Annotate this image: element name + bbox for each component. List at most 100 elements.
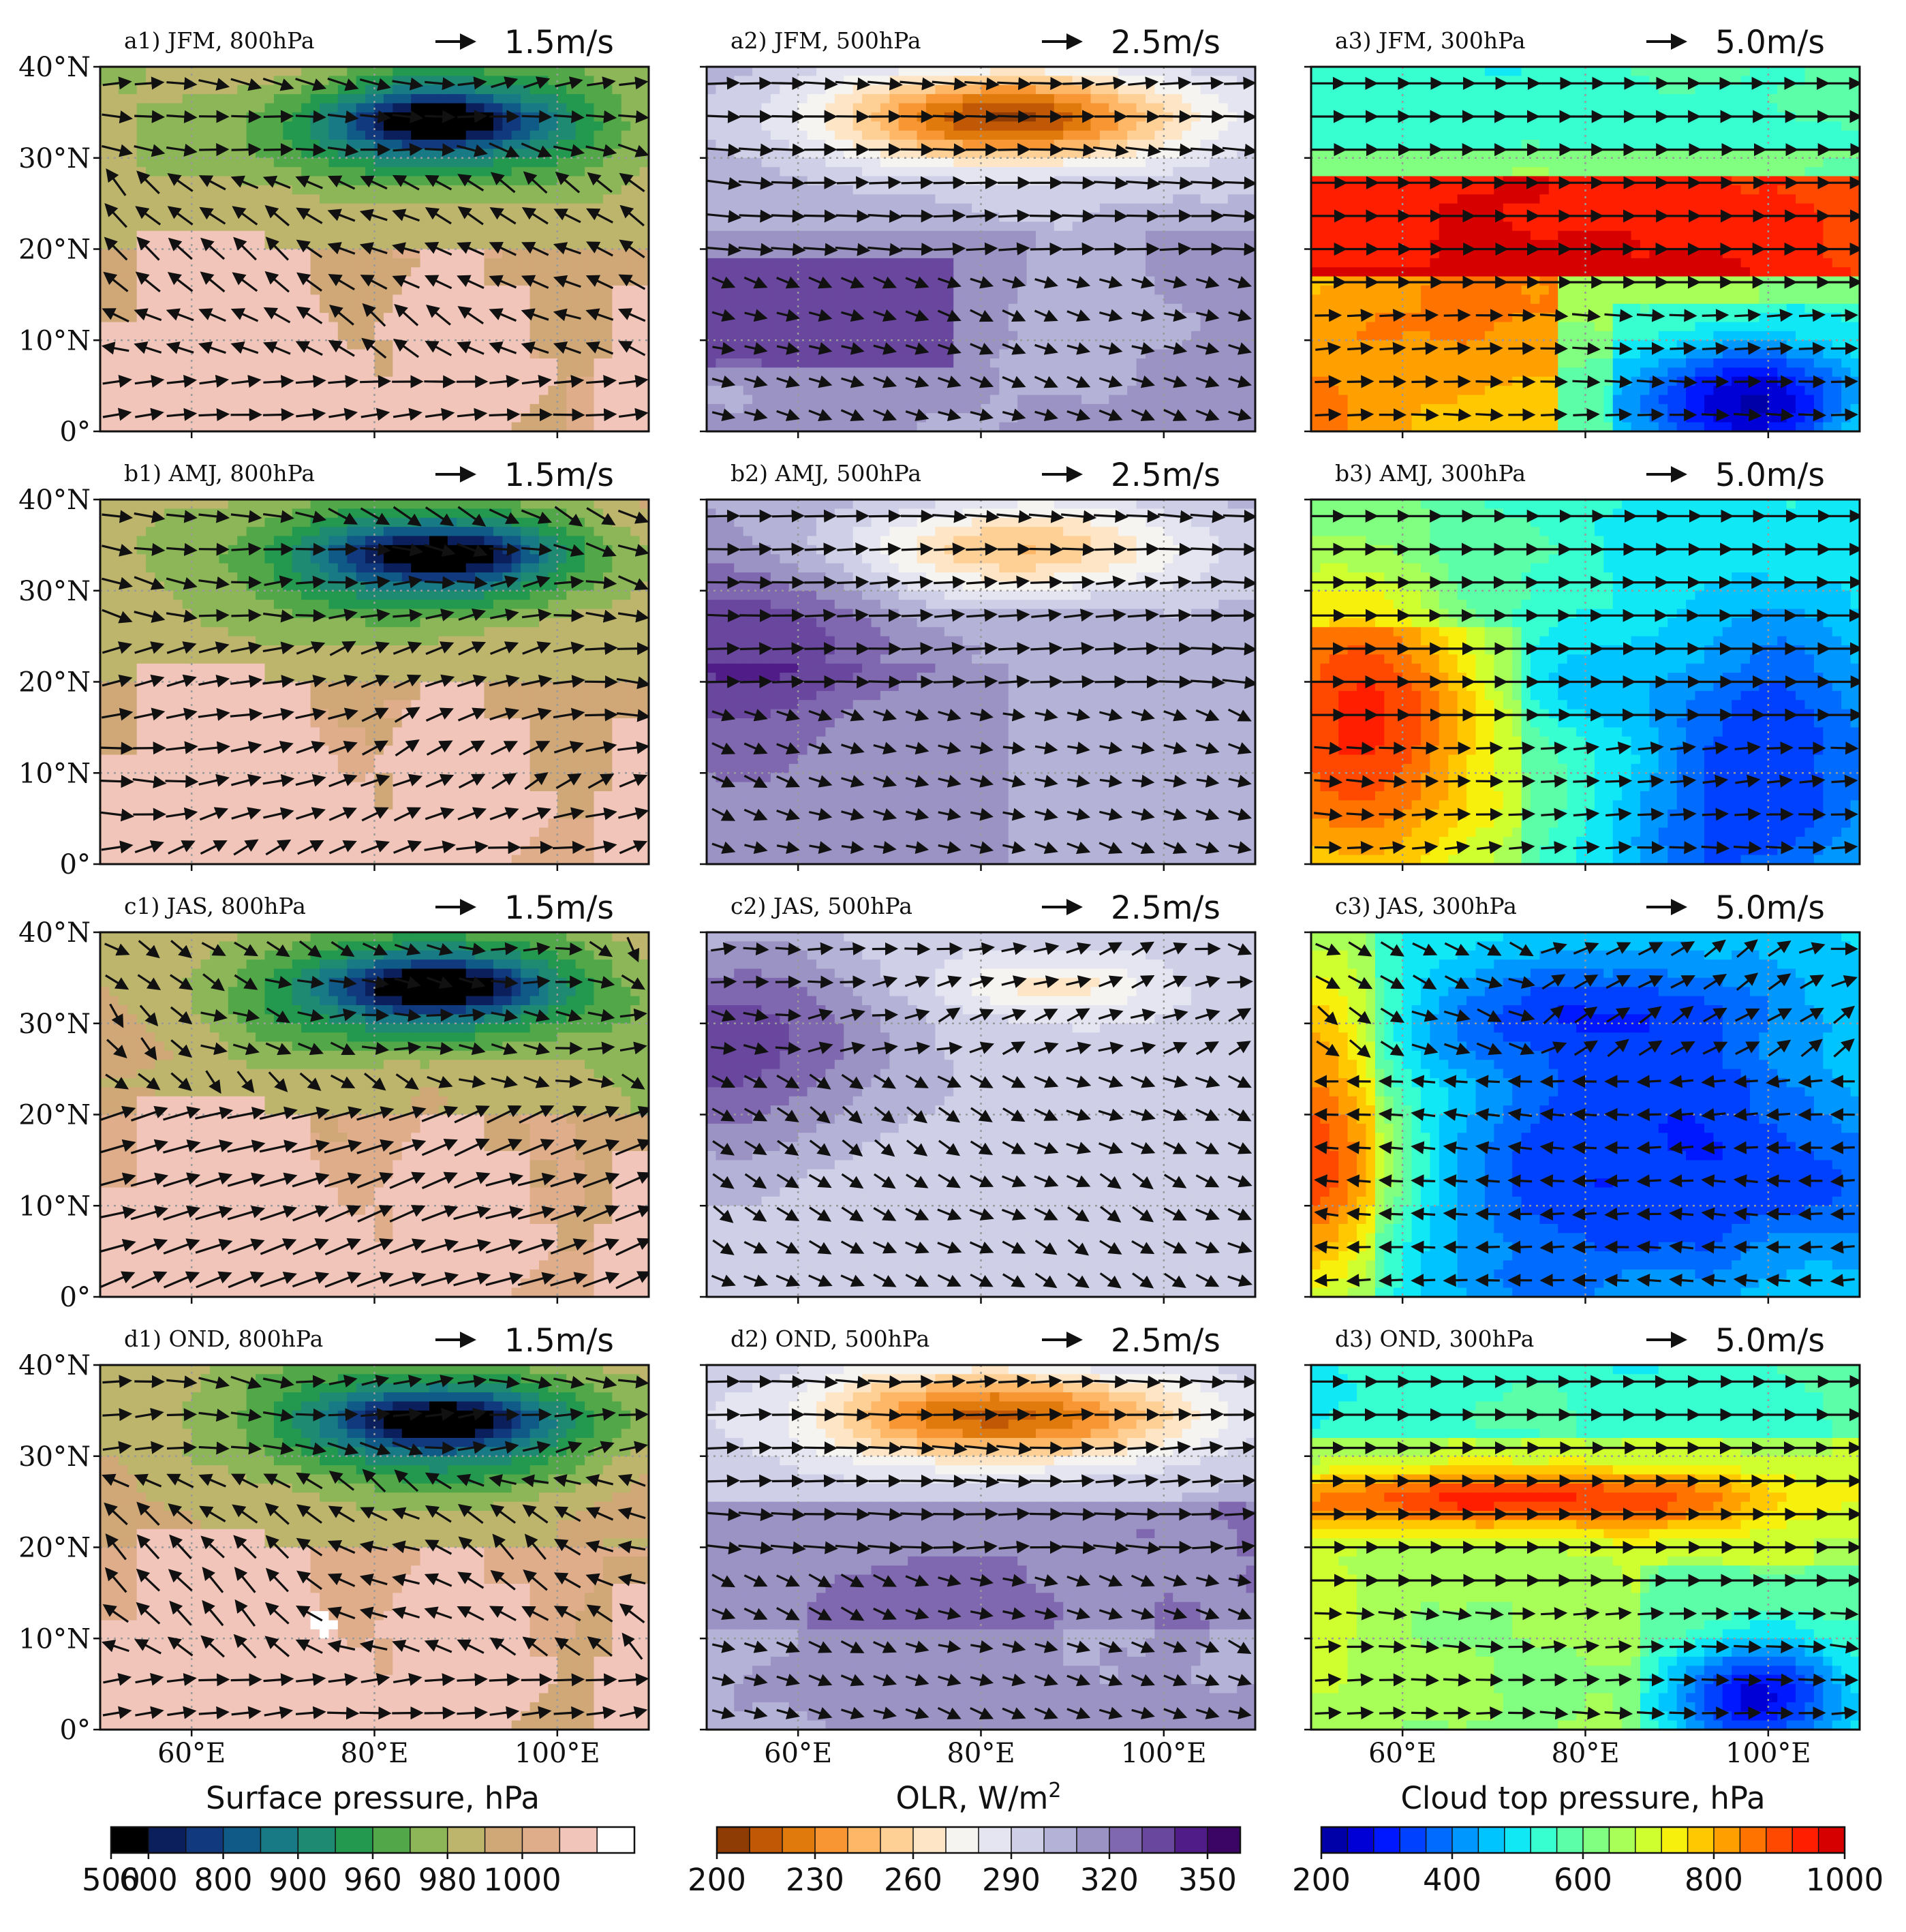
heat-cell	[429, 103, 440, 113]
heat-cell	[761, 130, 771, 140]
heat-cell	[1109, 294, 1119, 305]
heat-cell	[283, 157, 293, 168]
heat-cell	[981, 194, 991, 204]
heat-cell	[612, 303, 622, 313]
heat-cell	[246, 386, 256, 396]
heat-cell	[273, 203, 284, 213]
heat-cell	[639, 94, 649, 104]
heat-cell	[237, 294, 247, 305]
heat-cell	[917, 286, 927, 296]
heat-cell	[871, 121, 881, 132]
heat-cell	[889, 167, 900, 177]
heat-cell	[210, 367, 220, 378]
heat-cell	[100, 322, 110, 332]
heat-cell	[292, 121, 302, 132]
heat-cell	[109, 185, 119, 196]
heat-cell	[1154, 94, 1165, 104]
heat-cell	[347, 94, 357, 104]
heat-cell	[1036, 167, 1046, 177]
heat-cell	[1099, 203, 1110, 213]
heat-cell	[401, 267, 412, 277]
heat-cell	[1154, 103, 1165, 113]
heat-cell	[457, 94, 467, 104]
heat-cell	[529, 358, 540, 369]
heat-cell	[264, 286, 275, 296]
heat-cell	[1090, 358, 1101, 369]
heat-cell	[210, 221, 220, 232]
heat-cell	[237, 221, 247, 232]
heat-cell	[889, 340, 900, 350]
heat-cell	[807, 395, 817, 405]
heat-cell	[630, 322, 641, 332]
heat-cell	[825, 94, 835, 104]
heat-cell	[256, 367, 266, 378]
heat-cell	[264, 386, 275, 396]
heat-cell	[237, 121, 247, 132]
heat-cell	[539, 157, 549, 168]
heat-cell	[639, 203, 649, 213]
heat-cell	[816, 176, 827, 186]
heat-cell	[944, 358, 955, 369]
heat-cell	[816, 130, 827, 140]
heat-cell	[770, 103, 781, 113]
heat-cell	[164, 230, 174, 241]
heat-cell	[237, 267, 247, 277]
heat-cell	[283, 76, 293, 86]
heat-cell	[301, 258, 311, 269]
heat-cell	[493, 403, 504, 414]
heat-cell	[862, 140, 872, 150]
heat-cell	[770, 413, 781, 423]
heat-cell	[898, 367, 908, 378]
heat-cell	[917, 358, 927, 369]
heat-cell	[834, 121, 845, 132]
heat-cell	[347, 140, 357, 150]
heat-cell	[484, 395, 494, 405]
heat-cell	[707, 221, 717, 232]
heat-cell	[393, 121, 403, 132]
heat-cell	[908, 267, 918, 277]
heat-cell	[310, 367, 320, 378]
heat-cell	[521, 395, 531, 405]
heat-cell	[999, 176, 1009, 186]
heat-cell	[944, 403, 955, 414]
heat-cell	[935, 331, 945, 341]
heat-cell	[972, 349, 982, 359]
heat-cell	[164, 94, 174, 104]
heat-cell	[493, 121, 504, 132]
heat-cell	[972, 258, 982, 269]
heat-cell	[639, 258, 649, 269]
heat-cell	[981, 203, 991, 213]
heat-cell	[484, 167, 494, 177]
heat-cell	[770, 130, 781, 140]
heat-cell	[1237, 140, 1247, 150]
heat-cell	[502, 294, 512, 305]
heat-cell	[770, 258, 781, 269]
heat-cell	[575, 221, 585, 232]
heat-cell	[100, 386, 110, 396]
heat-cell	[539, 121, 549, 132]
heat-cell	[871, 176, 881, 186]
heat-cell	[374, 313, 384, 323]
heat-cell	[935, 367, 945, 378]
heat-cell	[1218, 349, 1229, 359]
heat-cell	[118, 140, 129, 150]
heat-cell	[621, 395, 631, 405]
heat-cell	[155, 213, 165, 223]
heat-cell	[273, 157, 284, 168]
heat-cell	[164, 258, 174, 269]
heat-cell	[707, 331, 717, 341]
heat-cell	[447, 185, 458, 196]
heat-cell	[889, 140, 900, 150]
heat-cell	[788, 213, 799, 223]
heat-cell	[935, 185, 945, 196]
heat-cell	[109, 386, 119, 396]
heat-cell	[1063, 395, 1073, 405]
heat-cell	[852, 386, 863, 396]
heat-cell	[972, 286, 982, 296]
heat-cell	[780, 349, 790, 359]
heat-cell	[1017, 67, 1028, 77]
heat-cell	[871, 85, 881, 95]
heat-cell	[594, 331, 604, 341]
heat-cell	[935, 121, 945, 132]
heat-cell	[356, 85, 366, 95]
